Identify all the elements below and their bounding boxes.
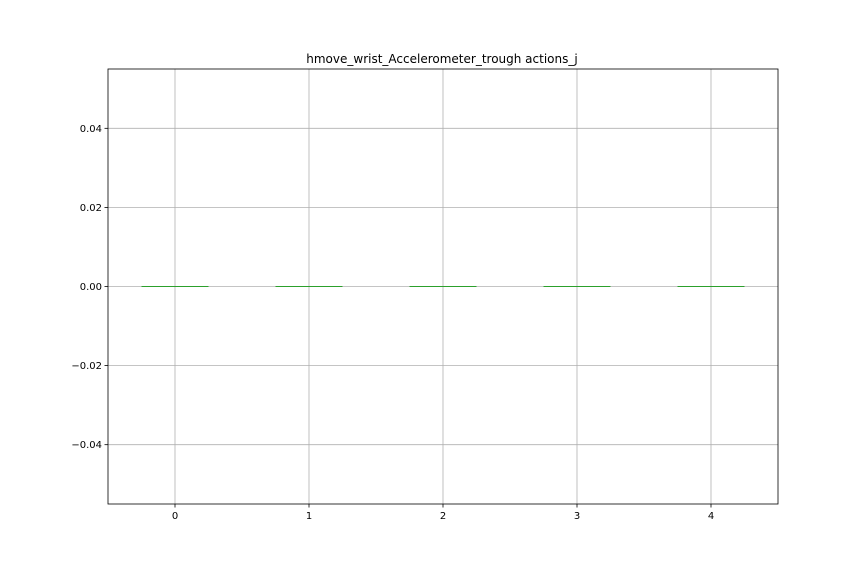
x-tick-label: 3 bbox=[574, 511, 580, 522]
x-axis-ticks: 0 1 2 3 4 bbox=[172, 504, 714, 522]
y-tick-label: −0.02 bbox=[71, 361, 102, 372]
x-tick-label: 4 bbox=[708, 511, 714, 522]
chart-title: hmove_wrist_Accelerometer_trough actions… bbox=[306, 52, 577, 66]
y-tick-label: −0.04 bbox=[71, 440, 102, 451]
x-tick-label: 0 bbox=[172, 511, 178, 522]
x-tick-label: 1 bbox=[306, 511, 312, 522]
y-tick-label: 0.04 bbox=[80, 124, 102, 135]
y-tick-label: 0.00 bbox=[80, 282, 102, 293]
x-tick-label: 2 bbox=[440, 511, 446, 522]
y-tick-label: 0.02 bbox=[80, 203, 102, 214]
y-axis-ticks: 0.04 0.02 0.00 −0.02 −0.04 bbox=[71, 124, 108, 451]
